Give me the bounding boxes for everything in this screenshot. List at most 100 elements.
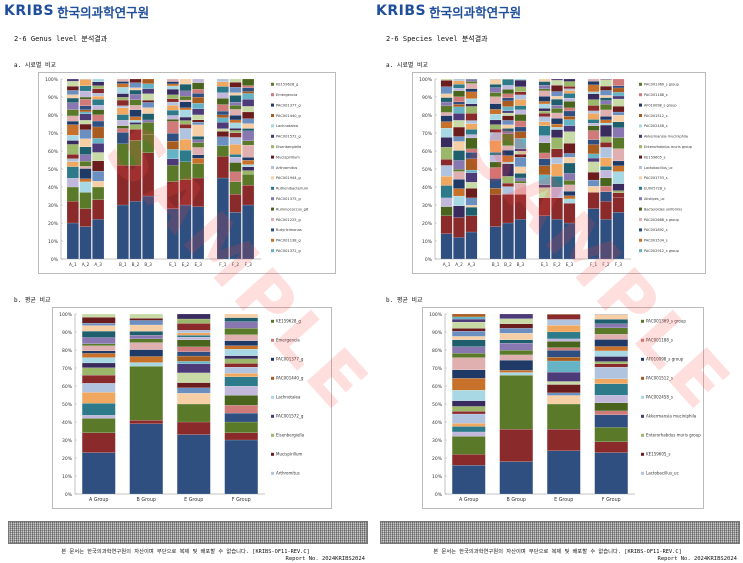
- x-tick-label: F_2: [232, 262, 240, 267]
- legend-swatch: [271, 414, 274, 418]
- logo-mark: KRIBS: [376, 3, 427, 19]
- bar-segment: [129, 94, 142, 100]
- legend-label: PAC001377_g: [276, 357, 304, 362]
- sub-title-b: b. 평균 비교: [14, 297, 51, 304]
- bar-segment: [538, 187, 551, 198]
- bar-segment: [66, 186, 79, 202]
- y-tick-label: 30%: [432, 438, 443, 444]
- bar-segment: [79, 138, 92, 147]
- bar-segment: [612, 165, 625, 172]
- legend-swatch: [271, 93, 274, 97]
- bar-segment: [453, 188, 465, 197]
- bar-segment: [452, 357, 486, 370]
- bar-segment: [216, 104, 229, 112]
- legend-swatch: [271, 357, 274, 361]
- bar-segment: [229, 95, 242, 103]
- bar-segment: [551, 129, 563, 138]
- bar-segment: [79, 129, 92, 139]
- bar-segment: [551, 85, 563, 92]
- legend-label: PAC002668_s group: [644, 218, 680, 222]
- legend-swatch: [271, 228, 274, 232]
- bar-segment: [229, 78, 242, 83]
- bar-segment: [82, 392, 116, 404]
- legend-label: Akkermansia muciniphila: [644, 135, 688, 139]
- bar-segment: [551, 112, 563, 119]
- bar-segment: [179, 120, 192, 125]
- legend-label: PAC001512_s: [646, 376, 673, 381]
- bar-segment: [66, 124, 79, 136]
- bar-segment: [465, 182, 478, 189]
- bar-segment: [563, 222, 576, 260]
- bar-segment: [538, 152, 551, 159]
- bar-segment: [600, 119, 612, 124]
- bar-segment: [129, 338, 163, 343]
- bar-segment: [129, 116, 142, 121]
- bar-segment: [179, 128, 192, 140]
- bar-segment: [551, 197, 563, 220]
- legend-swatch: [639, 238, 642, 242]
- bar-segment: [587, 172, 600, 181]
- bar-segment: [179, 116, 192, 121]
- x-tick-label: E_1: [541, 262, 549, 267]
- bar-segment: [116, 143, 129, 166]
- bar-segment: [563, 143, 576, 154]
- bar-segment: [514, 219, 527, 260]
- bar-segment: [224, 334, 258, 341]
- bar-segment: [489, 132, 502, 141]
- bar-segment: [192, 89, 205, 94]
- bar-segment: [242, 99, 255, 107]
- bar-segment: [177, 363, 211, 373]
- bar-segment: [612, 212, 625, 260]
- bar-segment: [612, 121, 625, 128]
- bar-segment: [538, 113, 551, 117]
- bar-segment: [551, 219, 563, 260]
- bar-segment: [242, 170, 255, 175]
- x-tick-label: B_2: [504, 262, 512, 267]
- legend-label: PAC001369_s group: [644, 83, 680, 87]
- bar-segment: [612, 78, 625, 86]
- bar-segment: [465, 172, 478, 183]
- y-tick-label: 70%: [48, 131, 59, 137]
- x-tick-label: B_1: [119, 262, 127, 267]
- bar-segment: [192, 103, 205, 109]
- bar-segment: [600, 100, 612, 105]
- bar-segment: [489, 194, 502, 227]
- bar-segment: [192, 78, 205, 83]
- bar-segment: [79, 99, 92, 106]
- bar-segment: [538, 81, 551, 86]
- x-tick-label: E Group: [554, 497, 573, 503]
- y-tick-label: 80%: [432, 348, 443, 354]
- bar-segment: [177, 393, 211, 405]
- bar-segment: [612, 87, 625, 93]
- bar-segment: [142, 100, 155, 103]
- bar-segment: [538, 215, 551, 260]
- x-tick-label: B_3: [144, 262, 152, 267]
- bar-segment: [502, 145, 514, 151]
- bar-segment: [129, 366, 163, 421]
- bar-segment: [612, 98, 625, 107]
- bar-segment: [551, 80, 563, 86]
- bar-segment: [453, 113, 465, 121]
- bar-segment: [489, 96, 502, 104]
- bar-segment: [514, 148, 527, 152]
- bar-segment: [453, 101, 465, 105]
- bar-segment: [453, 96, 465, 102]
- bar-segment: [129, 331, 163, 336]
- bar-segment: [594, 314, 628, 320]
- bar-segment: [514, 194, 527, 220]
- bar-segment: [66, 144, 79, 155]
- bar-segment: [612, 111, 625, 116]
- bar-segment: [129, 105, 142, 110]
- bar-segment: [129, 165, 142, 202]
- legend-label: EU005728_s: [644, 187, 666, 191]
- bar-segment: [538, 165, 551, 175]
- x-tick-label: E_3: [566, 262, 574, 267]
- bar-segment: [79, 181, 92, 193]
- bar-segment: [242, 87, 255, 92]
- bar-segment: [453, 88, 465, 91]
- bar-segment: [594, 334, 628, 340]
- bar-segment: [142, 119, 155, 123]
- x-tick-label: A_1: [69, 262, 77, 267]
- bar-segment: [499, 339, 533, 344]
- legend-swatch: [271, 82, 274, 86]
